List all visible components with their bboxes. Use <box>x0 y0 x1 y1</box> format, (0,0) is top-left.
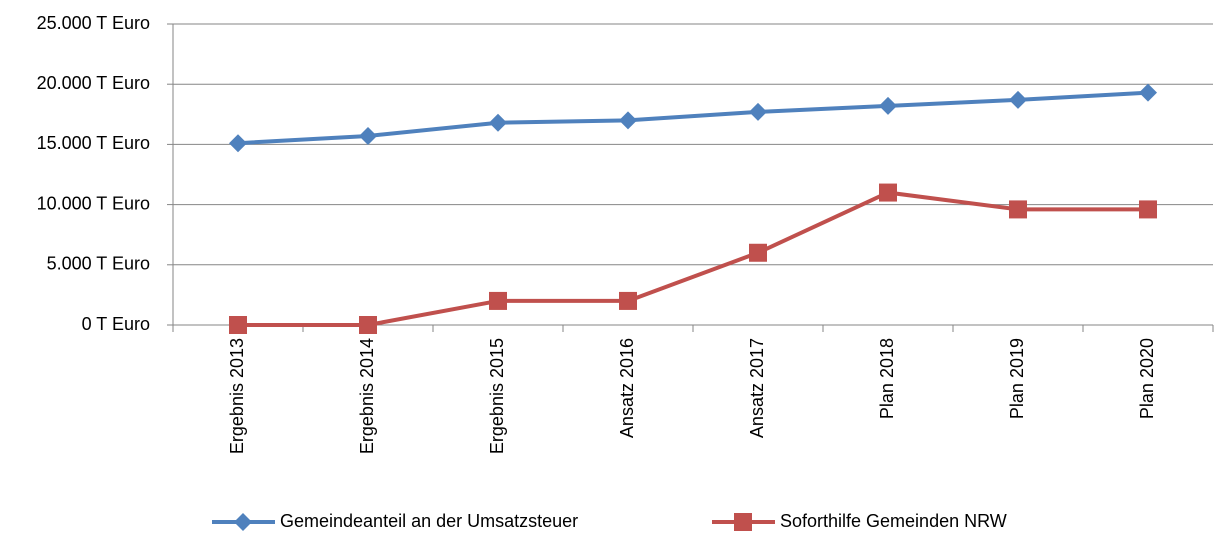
data-point <box>749 243 767 262</box>
legend-marker <box>734 513 752 531</box>
data-point <box>1139 200 1157 219</box>
data-point <box>359 316 377 334</box>
data-point <box>489 113 507 132</box>
data-point <box>619 111 637 130</box>
data-point <box>879 96 897 115</box>
data-point <box>1009 90 1027 109</box>
data-point <box>359 126 377 145</box>
legend-marker <box>234 513 252 531</box>
data-point <box>1139 83 1157 102</box>
y-tick-label: 0 T Euro <box>82 314 150 334</box>
y-tick-label: 15.000 T Euro <box>37 133 150 153</box>
data-point <box>879 183 897 202</box>
series-line <box>238 190 1148 327</box>
y-tick-label: 5.000 T Euro <box>47 254 150 274</box>
series-line <box>237 90 1149 146</box>
data-point <box>749 102 767 121</box>
legend-label: Soforthilfe Gemeinden NRW <box>780 511 1007 531</box>
y-tick-label: 25.000 T Euro <box>37 13 150 33</box>
legend-label: Gemeindeanteil an der Umsatzsteuer <box>280 511 578 531</box>
data-point <box>1009 200 1027 219</box>
x-tick-label: Plan 2018 <box>877 338 897 419</box>
x-tick-label: Ergebnis 2013 <box>227 338 247 454</box>
data-point <box>229 134 247 153</box>
x-tick-label: Plan 2020 <box>1137 338 1157 419</box>
y-tick-label: 20.000 T Euro <box>37 73 150 93</box>
data-point <box>489 291 507 310</box>
x-tick-label: Ansatz 2017 <box>747 338 767 438</box>
x-tick-label: Ergebnis 2015 <box>487 338 507 454</box>
x-tick-label: Ansatz 2016 <box>617 338 637 438</box>
data-point <box>619 291 637 310</box>
x-tick-label: Plan 2019 <box>1007 338 1027 419</box>
x-tick-label: Ergebnis 2014 <box>357 338 377 454</box>
data-point <box>229 316 247 334</box>
y-tick-label: 10.000 T Euro <box>37 193 150 213</box>
